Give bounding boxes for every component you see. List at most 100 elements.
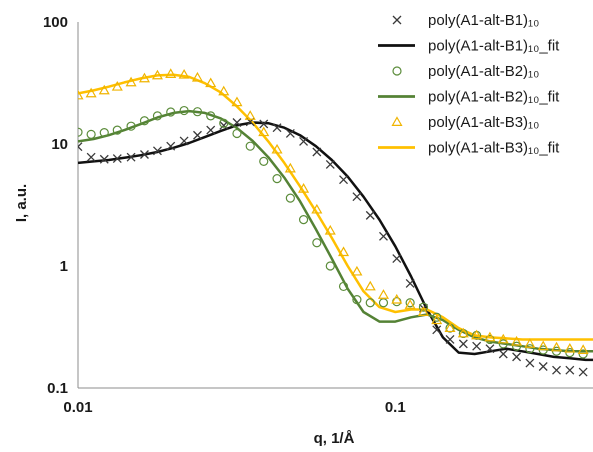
x-axis-title: q, 1/Å (314, 430, 355, 447)
data-point (392, 254, 402, 264)
data-point (206, 111, 216, 121)
data-point (472, 341, 482, 351)
y-tick-label: 100 (43, 14, 68, 31)
data-point (484, 331, 496, 342)
data-point (578, 349, 588, 359)
data-point (111, 80, 123, 91)
data-point (538, 362, 548, 371)
fit-line (78, 73, 593, 341)
data-point (392, 15, 402, 25)
legend-label: poly(A1-alt-B3)₁₀ (428, 114, 539, 131)
data-point (99, 128, 109, 138)
data-point (205, 77, 217, 88)
legend-label: poly(A1-alt-B2)₁₀ (428, 63, 539, 80)
tick-labels: 0.1 1 10 100 0.01 0.1 (43, 14, 406, 416)
data-point (78, 89, 84, 100)
data-point (404, 299, 416, 309)
data-point (152, 146, 162, 156)
axes (77, 22, 593, 389)
data-point (324, 224, 336, 235)
data-point (259, 156, 269, 167)
data-point (126, 121, 136, 131)
data-point (245, 141, 255, 151)
data-point (552, 365, 561, 375)
data-point (524, 338, 536, 348)
data-point (125, 76, 137, 87)
data-point (351, 265, 363, 276)
legend-item: poly(A1-alt-B2)₁₀_fit (378, 89, 560, 106)
data-point (258, 126, 270, 137)
data-point (471, 329, 483, 340)
data-point (166, 107, 176, 117)
data-point (417, 306, 429, 316)
data-point (179, 136, 189, 146)
data-point (78, 142, 83, 152)
x-tick-label: 0.01 (63, 399, 92, 416)
legend-item: poly(A1-alt-B3)₁₀_fit (378, 140, 560, 157)
series-5 (78, 73, 593, 341)
data-point (364, 280, 376, 291)
data-point (232, 128, 242, 139)
data-point (272, 174, 282, 184)
data-point (152, 111, 163, 121)
data-point (577, 344, 589, 354)
data-point (418, 302, 429, 312)
data-point (165, 68, 177, 78)
y-tick-label: 10 (51, 136, 68, 153)
data-point (311, 203, 323, 214)
data-point (78, 127, 83, 137)
legend-item: poly(A1-alt-B2)₁₀ (392, 63, 539, 80)
data-point (126, 152, 136, 162)
data-point (392, 66, 402, 76)
data-point (352, 295, 362, 305)
series-4 (78, 68, 589, 354)
data-point (298, 183, 310, 193)
data-point (511, 341, 522, 351)
data-point (537, 340, 549, 351)
data-point (365, 210, 375, 220)
data-point (445, 334, 455, 344)
data-point (379, 231, 388, 241)
data-point (166, 141, 176, 151)
data-point (565, 365, 575, 375)
legend-label: poly(A1-alt-B1)₁₀_fit (428, 38, 560, 55)
legend-item: poly(A1-alt-B1)₁₀ (392, 12, 539, 29)
data-point (86, 129, 96, 139)
legend-label: poly(A1-alt-B3)₁₀_fit (428, 140, 560, 157)
data-point (285, 193, 295, 203)
data-point (244, 110, 256, 120)
legend-label: poly(A1-alt-B1)₁₀ (428, 12, 539, 29)
data-point (192, 107, 203, 117)
data-point (219, 120, 229, 130)
data-point (139, 116, 150, 126)
data-point (178, 68, 190, 79)
data-point (432, 325, 442, 335)
y-tick-label: 1 (60, 258, 68, 275)
data-point (564, 342, 576, 353)
data-point (525, 344, 535, 354)
data-point (405, 298, 415, 308)
data-point (444, 322, 456, 333)
data-point (338, 246, 350, 257)
data-point (431, 314, 443, 325)
data-point (312, 238, 322, 248)
series-0 (78, 117, 588, 377)
data-point (151, 69, 163, 80)
legend-item: poly(A1-alt-B1)₁₀_fit (378, 38, 560, 55)
data-point (405, 278, 415, 288)
data-point (231, 96, 243, 107)
data-point (193, 130, 202, 140)
data-point (285, 129, 295, 138)
data-point (312, 147, 322, 157)
data-point (206, 125, 216, 135)
data-point (497, 333, 509, 344)
data-point (512, 352, 522, 362)
data-point (338, 281, 349, 292)
data-point (525, 358, 535, 368)
data-point (179, 105, 189, 116)
data-point (191, 71, 204, 82)
x-tick-label: 0.1 (385, 399, 406, 416)
data-point (352, 192, 362, 202)
